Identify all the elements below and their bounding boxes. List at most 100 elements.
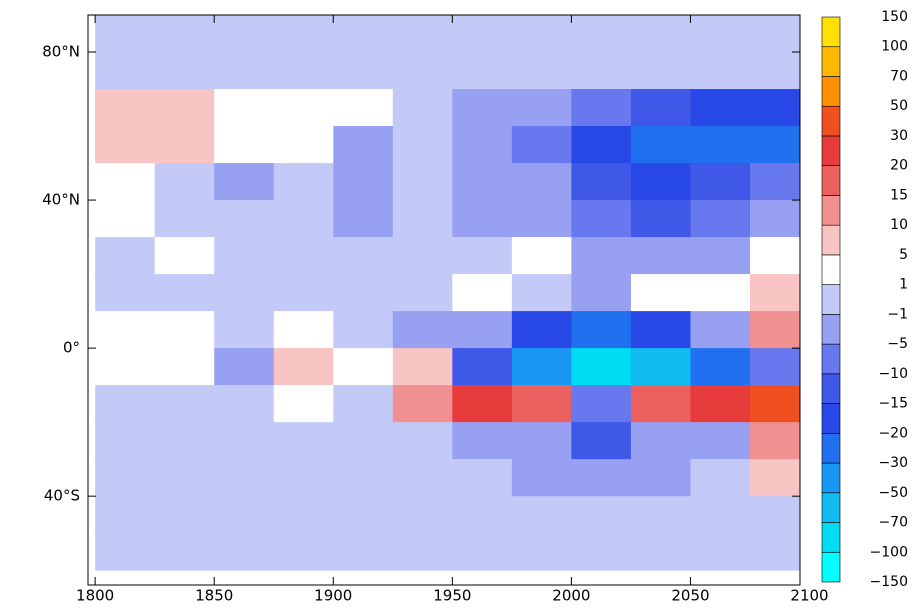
contour-cell bbox=[511, 15, 572, 53]
contour-cell bbox=[511, 459, 572, 497]
contour-cell bbox=[630, 15, 691, 53]
colorbar-band bbox=[821, 254, 841, 285]
colorbar-label: −15 bbox=[878, 396, 908, 412]
contour-cell bbox=[333, 459, 394, 497]
contour-cell bbox=[214, 422, 275, 460]
contour-cell bbox=[452, 533, 513, 571]
contour-cell bbox=[214, 348, 275, 386]
contour-cell bbox=[333, 385, 394, 423]
contour-cell bbox=[452, 200, 513, 238]
contour-cell bbox=[392, 311, 453, 349]
contour-cell bbox=[452, 274, 513, 312]
contour-cell bbox=[333, 496, 394, 534]
colorbar-label: −100 bbox=[870, 544, 908, 560]
contour-cell bbox=[511, 311, 572, 349]
x-tick-label: 1900 bbox=[314, 587, 352, 605]
colorbar-label: 1 bbox=[899, 277, 908, 293]
contour-cell bbox=[690, 274, 751, 312]
contour-cell bbox=[630, 311, 691, 349]
contour-cell bbox=[154, 89, 215, 127]
contour-cell bbox=[452, 459, 513, 497]
colorbar-band bbox=[821, 522, 841, 553]
colorbar-label: −30 bbox=[878, 455, 908, 471]
contour-cell bbox=[690, 163, 751, 201]
contour-cell bbox=[571, 15, 632, 53]
contour-cell bbox=[749, 385, 800, 423]
contour-cell bbox=[95, 89, 156, 127]
contour-cell bbox=[749, 274, 800, 312]
colorbar-label: −150 bbox=[870, 574, 908, 590]
contour-cell bbox=[571, 89, 632, 127]
contour-cell bbox=[690, 126, 751, 164]
contour-cell bbox=[392, 126, 453, 164]
contour-cell bbox=[273, 385, 334, 423]
contour-cell bbox=[333, 348, 394, 386]
colorbar-band bbox=[821, 16, 841, 48]
contour-cell bbox=[214, 533, 275, 571]
contour-cell bbox=[630, 126, 691, 164]
contour-cell bbox=[273, 533, 334, 571]
colorbar-label: 100 bbox=[881, 39, 908, 55]
contour-cell bbox=[511, 163, 572, 201]
colorbar-band bbox=[821, 373, 841, 404]
contour-cell bbox=[154, 459, 215, 497]
colorbar-band bbox=[821, 492, 841, 523]
contour-cell bbox=[392, 163, 453, 201]
contour-cell bbox=[154, 15, 215, 53]
contour-cell bbox=[749, 89, 800, 127]
contour-cell bbox=[452, 163, 513, 201]
contour-cell bbox=[511, 496, 572, 534]
colorbar-label: 50 bbox=[890, 98, 908, 114]
contour-cell bbox=[749, 348, 800, 386]
colorbar-label: 150 bbox=[881, 9, 908, 25]
contour-cell bbox=[630, 274, 691, 312]
contour-cell bbox=[154, 237, 215, 275]
colorbar-band bbox=[821, 46, 841, 77]
contour-cell bbox=[273, 348, 334, 386]
contour-cell bbox=[95, 126, 156, 164]
contour-cell bbox=[511, 533, 572, 571]
contour-cell bbox=[452, 237, 513, 275]
contour-cell bbox=[749, 422, 800, 460]
contour-cell bbox=[690, 422, 751, 460]
contour-cell bbox=[571, 385, 632, 423]
contour-cell bbox=[749, 15, 800, 53]
contour-cell bbox=[452, 15, 513, 53]
contour-cell bbox=[154, 385, 215, 423]
contour-cell bbox=[571, 459, 632, 497]
contour-cell bbox=[452, 385, 513, 423]
contour-cell bbox=[392, 459, 453, 497]
contour-cell bbox=[452, 496, 513, 534]
colorbar-label: −20 bbox=[878, 425, 908, 441]
contour-cell bbox=[154, 126, 215, 164]
contour-cell bbox=[511, 348, 572, 386]
colorbar-label: 5 bbox=[899, 247, 908, 263]
colorbar-band bbox=[821, 284, 841, 315]
y-tick-label: 40°N bbox=[42, 191, 80, 209]
contour-cell bbox=[214, 311, 275, 349]
contour-cell bbox=[273, 496, 334, 534]
contour-cell bbox=[690, 89, 751, 127]
contour-cell bbox=[511, 274, 572, 312]
contour-cell bbox=[690, 200, 751, 238]
contour-cell bbox=[630, 422, 691, 460]
contour-cell bbox=[333, 89, 394, 127]
colorbar-band bbox=[821, 314, 841, 345]
contour-cell bbox=[214, 200, 275, 238]
contour-cell bbox=[95, 15, 156, 53]
colorbar-label: 30 bbox=[890, 128, 908, 144]
contour-cell bbox=[95, 385, 156, 423]
contour-cell bbox=[392, 89, 453, 127]
contour-cell bbox=[273, 422, 334, 460]
contour-cell bbox=[571, 126, 632, 164]
contour-cell bbox=[95, 163, 156, 201]
contour-cell bbox=[392, 385, 453, 423]
colorbar-label: 70 bbox=[890, 68, 908, 84]
contour-cell bbox=[214, 15, 275, 53]
contour-cell bbox=[630, 163, 691, 201]
colorbar-label: 20 bbox=[890, 158, 908, 174]
contour-cell bbox=[392, 496, 453, 534]
contour-cell bbox=[214, 274, 275, 312]
x-tick-label: 1850 bbox=[195, 587, 233, 605]
